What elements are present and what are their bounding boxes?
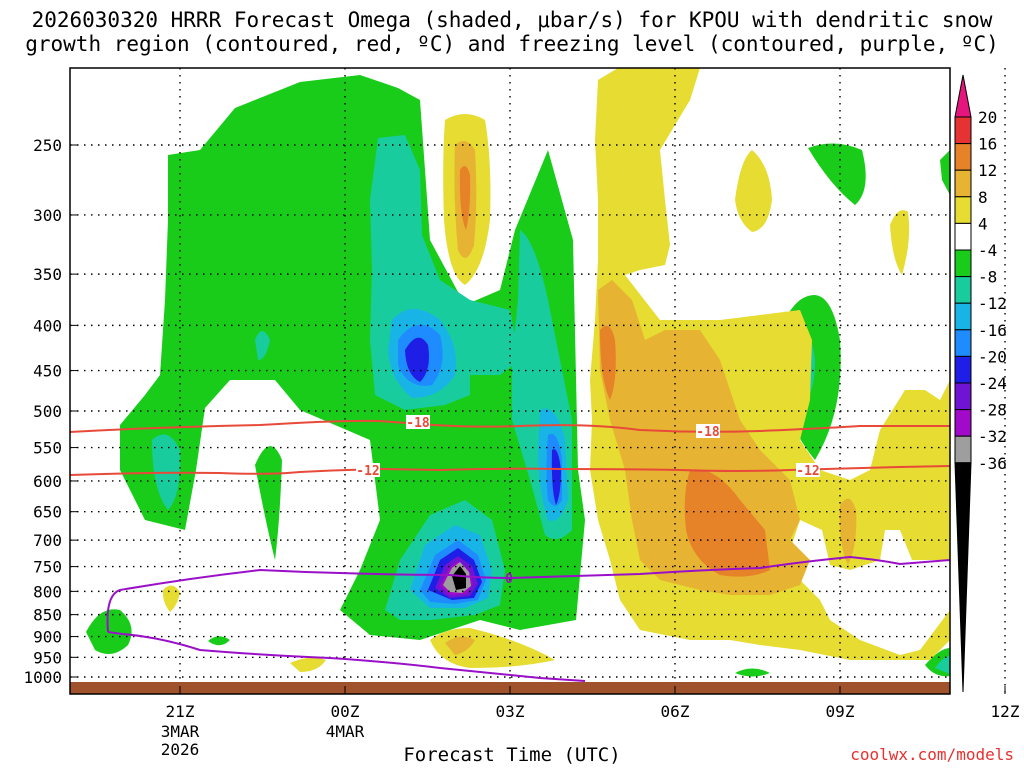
label-bg-minus18-b xyxy=(696,424,720,438)
omega-region-green-small xyxy=(208,636,230,646)
x-tick-sublabel-1-0: 4MAR xyxy=(326,722,365,741)
chart-title-line-1: 2026030320 HRRR Forecast Omega (shaded, … xyxy=(31,8,993,32)
colorbar-segment-1 xyxy=(954,116,972,145)
y-tick-label-250: 250 xyxy=(33,136,62,155)
y-tick-label-950: 950 xyxy=(33,648,62,667)
colorbar-label-4: 4 xyxy=(978,214,988,233)
y-tick-label-550: 550 xyxy=(33,439,62,458)
colorbar-label-1: 16 xyxy=(978,135,997,154)
colorbar-segment-8 xyxy=(954,302,972,331)
y-tick-label-500: 500 xyxy=(33,402,62,421)
x-tick-label-2: 03Z xyxy=(496,702,525,721)
contour-label-minus12-a: -12 xyxy=(356,464,379,479)
omega-region-yellow-low xyxy=(430,628,555,668)
colorbar-segment-12 xyxy=(954,409,972,437)
omega-region-green-main xyxy=(120,75,585,640)
omega-region-gold-small xyxy=(839,498,857,565)
colorbar-segment-13 xyxy=(954,435,972,464)
omega-region-yellow-ne xyxy=(735,150,772,232)
y-tick-label-400: 400 xyxy=(33,316,62,335)
freezing-level-contour xyxy=(106,555,951,682)
y-tick-label-600: 600 xyxy=(33,472,62,491)
contour-label-freezing: 0 xyxy=(505,572,513,587)
colorbar-label-7: -12 xyxy=(978,294,1007,313)
contour-label-minus18-b: -18 xyxy=(696,425,720,440)
colorbar-label-13: -36 xyxy=(978,454,1007,473)
colorbar-segment-2 xyxy=(954,143,972,171)
colorbar-label-10: -24 xyxy=(978,374,1007,393)
omega-region-green-ne xyxy=(808,143,866,205)
colorbar-segment-4 xyxy=(954,196,972,224)
colorbar-label-0: 20 xyxy=(978,108,997,127)
omega-region-green-low xyxy=(255,446,282,560)
dgz-contour-minus12 xyxy=(69,465,951,476)
x-tick-label-3: 06Z xyxy=(661,702,690,721)
omega-region-orange-east2 xyxy=(684,469,770,577)
y-axis: 250 300 350 400 450 500 550 600 650 700 750 800 850 9… xyxy=(23,136,78,687)
x-tick-label-4: 09Z xyxy=(826,702,855,721)
y-tick-label-300: 300 xyxy=(33,206,62,225)
label-bg-minus12-a xyxy=(356,463,380,477)
omega-region-teal-se xyxy=(935,655,950,674)
colorbar-segment-5 xyxy=(954,222,972,251)
colorbar-label-6: -8 xyxy=(978,268,997,287)
omega-region-yellow-small1 xyxy=(162,585,180,612)
colorbar-label-2: 12 xyxy=(978,161,997,180)
y-tick-label-1000: 1000 xyxy=(23,668,62,687)
colorbar-label-3: 8 xyxy=(978,188,988,207)
omega-region-blue-mid xyxy=(405,337,429,382)
y-tick-label-350: 350 xyxy=(33,265,62,284)
credit-link[interactable]: coolwx.com/models xyxy=(850,745,1014,764)
x-tick-label-1: 00Z xyxy=(331,702,360,721)
colorbar: 20 16 12 8 4 -4 -8 -12 -16 -20 -24 -28 -32 -36 xyxy=(954,74,1007,693)
x-tick-label-5: 12Z xyxy=(991,702,1020,721)
omega-region-blue-vert xyxy=(551,449,561,505)
colorbar-label-8: -16 xyxy=(978,321,1007,340)
omega-region-orange-top xyxy=(459,166,471,230)
contour-labels: -18 -18 -12 -12 0 xyxy=(356,415,820,587)
colorbar-triangle-top xyxy=(954,74,972,118)
omega-region-yellow-small2 xyxy=(290,657,326,672)
y-tick-label-700: 700 xyxy=(33,531,62,550)
omega-region-green-bottom xyxy=(735,668,770,677)
contours xyxy=(69,419,951,682)
omega-region-orange-east xyxy=(600,325,616,400)
colorbar-segment-3 xyxy=(954,169,972,198)
dgz-contour-minus18 xyxy=(69,419,950,433)
contour-label-minus18-a: -18 xyxy=(406,416,430,431)
y-tick-label-650: 650 xyxy=(33,503,62,522)
omega-region-teal-tiny xyxy=(255,331,270,360)
omega-region-yellow-ne2 xyxy=(890,210,910,275)
contour-label-minus12-b: -12 xyxy=(796,464,819,479)
colorbar-label-9: -20 xyxy=(978,347,1007,366)
x-axis-title: Forecast Time (UTC) xyxy=(403,744,621,766)
omega-region-green-edge xyxy=(940,150,950,195)
omega-region-gold-low xyxy=(445,636,475,655)
colorbar-label-11: -28 xyxy=(978,401,1007,420)
omega-shading xyxy=(86,68,950,677)
colorbar-segment-9 xyxy=(954,329,972,357)
label-bg-minus12-b xyxy=(796,463,820,477)
x-tick-sublabel-0-0: 3MAR xyxy=(161,722,200,741)
y-tick-label-750: 750 xyxy=(33,558,62,577)
colorbar-triangle-bottom xyxy=(954,462,972,693)
omega-region-black-core xyxy=(452,566,466,590)
colorbar-segment-11 xyxy=(954,382,972,411)
colorbar-segment-7 xyxy=(954,276,972,304)
colorbar-label-5: -4 xyxy=(978,241,997,260)
label-bg-minus18-a xyxy=(406,415,430,429)
colorbar-label-12: -32 xyxy=(978,427,1007,446)
y-tick-label-450: 450 xyxy=(33,362,62,381)
y-tick-label-850: 850 xyxy=(33,606,62,625)
x-tick-label-0: 21Z xyxy=(166,702,195,721)
colorbar-segment-10 xyxy=(954,355,972,384)
y-tick-label-900: 900 xyxy=(33,628,62,647)
x-tick-sublabel-0-1: 2026 xyxy=(161,740,200,759)
colorbar-segment-6 xyxy=(954,249,972,278)
y-tick-label-800: 800 xyxy=(33,582,62,601)
chart-title-line-2: growth region (contoured, red, ºC) and f… xyxy=(25,32,999,56)
